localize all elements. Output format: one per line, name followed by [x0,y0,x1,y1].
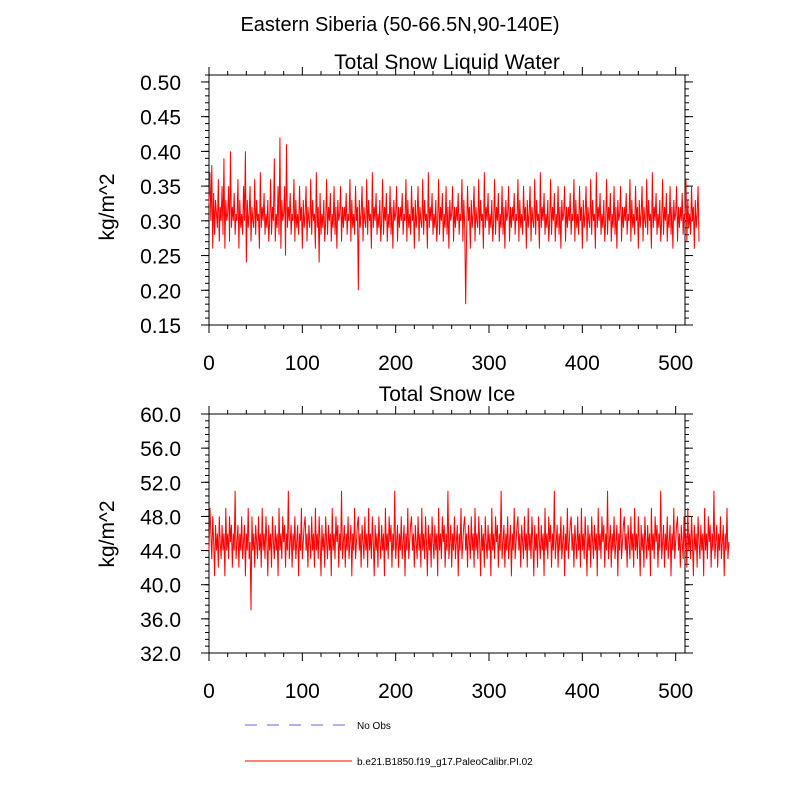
y-axis-label: kg/m^2 [96,173,119,240]
figure-title: Eastern Siberia (50-66.5N,90-140E) [240,14,559,36]
x-tick-label: 200 [378,680,413,703]
x-tick-label: 500 [658,352,693,375]
panel-snow-liquid-water: Total Snow Liquid Water 0 100 200 300 400 500… [96,51,700,375]
x-tick-label: 300 [471,680,506,703]
x-tick-label: 100 [285,352,320,375]
x-tick-label: 400 [565,352,600,375]
y-tick-label: 0.15 [140,315,181,338]
legend-model-label: b.e21.B1850.f19_g17.PaleoCalibr.PI.02 [357,757,533,768]
y-tick-label: 32.0 [140,643,181,666]
y-tick-label: 0.20 [140,280,181,303]
x-tick-label: 500 [658,680,693,703]
y-tick-label: 0.30 [140,211,181,234]
y-tick-label: 0.45 [140,107,181,130]
y-tick-label: 0.40 [140,141,181,164]
x-tick-label: 0 [203,680,215,703]
panel-title: Total Snow Ice [379,383,516,406]
x-tick-label: 200 [378,352,413,375]
axes: 0 100 200 300 400 500 32.0 36.0 40.0 44.0 48.0 52.0… [140,404,693,703]
y-tick-label: 44.0 [140,541,181,564]
x-tick-label: 100 [285,680,320,703]
legend-obs-label: No Obs [357,721,391,732]
y-tick-label: 0.25 [140,246,181,269]
legend: No Obs b.e21.B1850.f19_g17.PaleoCalibr.P… [245,721,533,768]
y-tick-label: 36.0 [140,609,181,632]
x-tick-label: 0 [203,352,215,375]
series-line [208,490,730,611]
y-tick-label: 0.50 [140,72,181,95]
y-tick-label: 48.0 [140,506,181,529]
panel-title: Total Snow Liquid Water [334,51,560,74]
x-tick-label: 400 [565,680,600,703]
y-tick-label: 40.0 [140,575,181,598]
y-tick-label: 0.35 [140,176,181,199]
axes: 0 100 200 300 400 500 0.15 0.20 0.25 0.30 0.35 0.40… [140,67,693,375]
x-tick-label: 300 [471,352,506,375]
y-tick-label: 60.0 [140,404,181,427]
y-axis-label: kg/m^2 [96,500,119,567]
y-tick-label: 56.0 [140,438,181,461]
panel-snow-ice: Total Snow Ice 0 100 200 300 400 500 32.0 36.0 4… [96,383,730,703]
series-line [208,137,700,305]
y-tick-label: 52.0 [140,472,181,495]
